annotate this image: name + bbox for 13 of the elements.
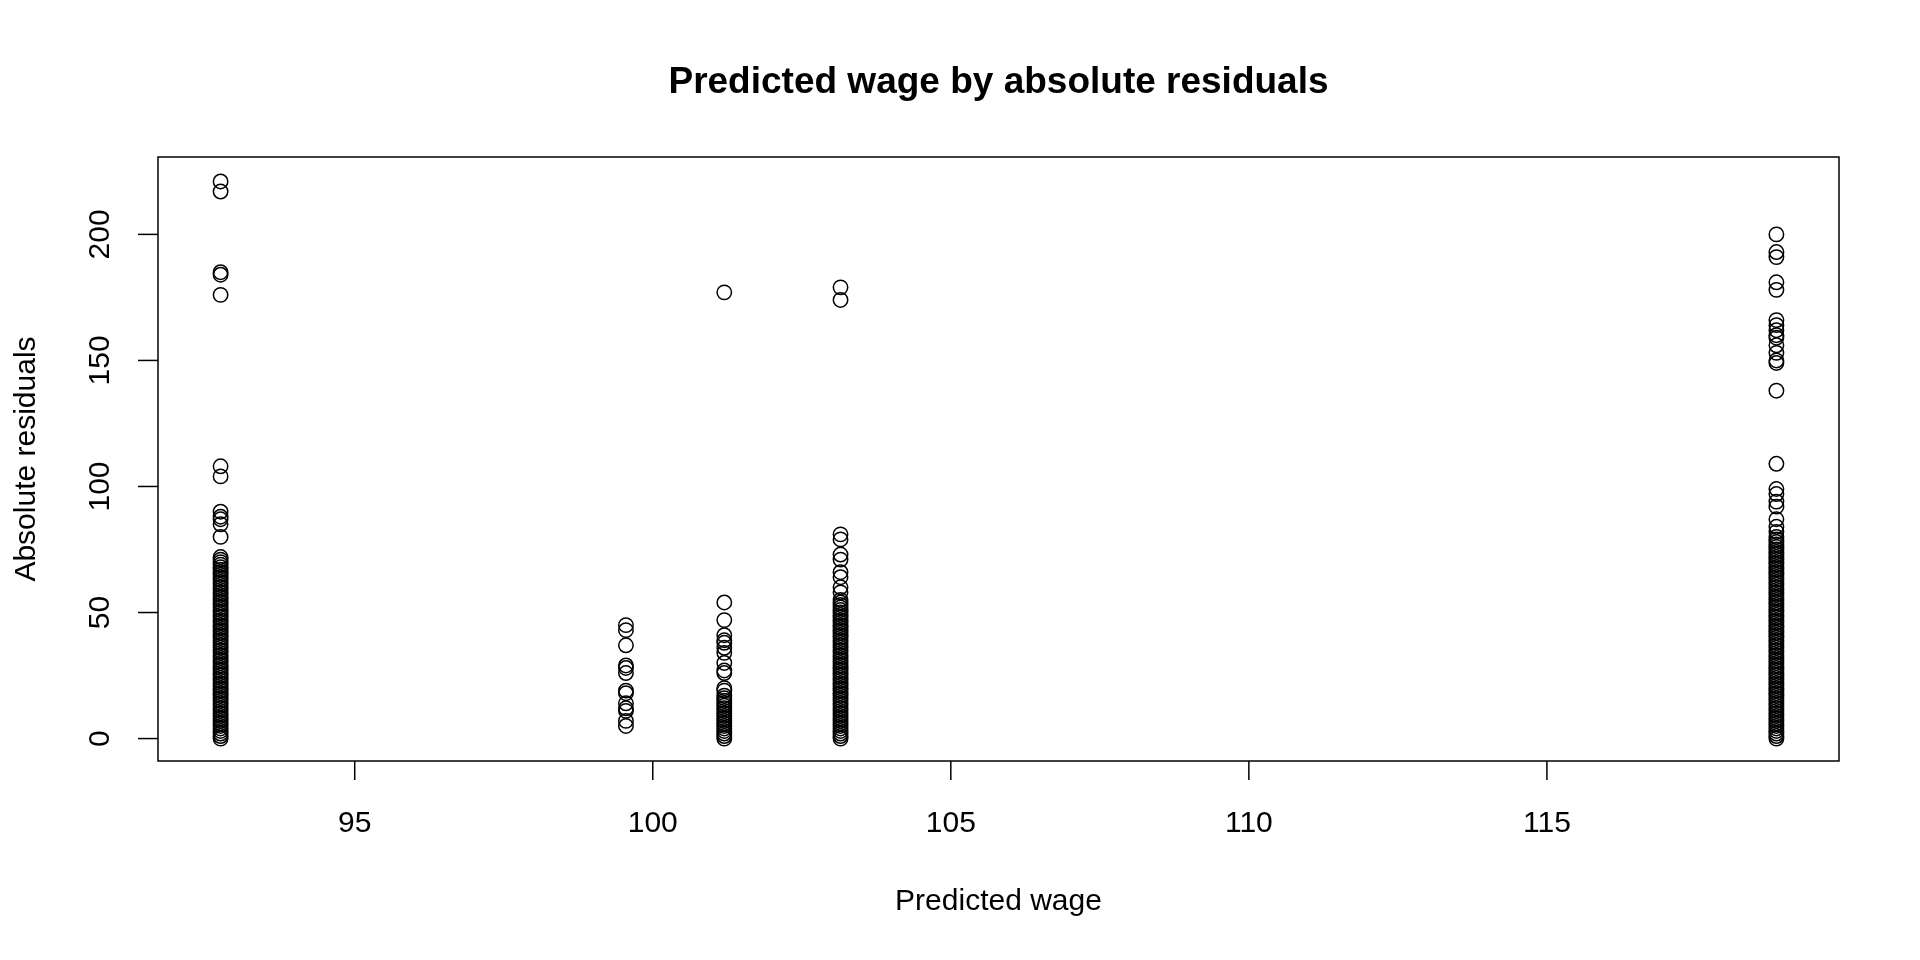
x-tick-label: 110 bbox=[1224, 805, 1273, 838]
y-axis-title: Absolute residuals bbox=[8, 336, 41, 582]
y-tick-label: 100 bbox=[82, 461, 115, 512]
x-tick-label: 100 bbox=[627, 805, 678, 838]
x-tick-label: 95 bbox=[338, 805, 372, 838]
x-tick-label: 115 bbox=[1523, 805, 1571, 838]
y-tick-label: 200 bbox=[82, 209, 115, 260]
x-axis-title: Predicted wage bbox=[895, 883, 1102, 916]
y-tick-label: 150 bbox=[82, 335, 115, 386]
x-tick-label: 105 bbox=[925, 805, 976, 838]
y-tick-label: 0 bbox=[82, 730, 115, 747]
chart-title: Predicted wage by absolute residuals bbox=[668, 60, 1329, 101]
y-tick-label: 50 bbox=[82, 595, 115, 630]
